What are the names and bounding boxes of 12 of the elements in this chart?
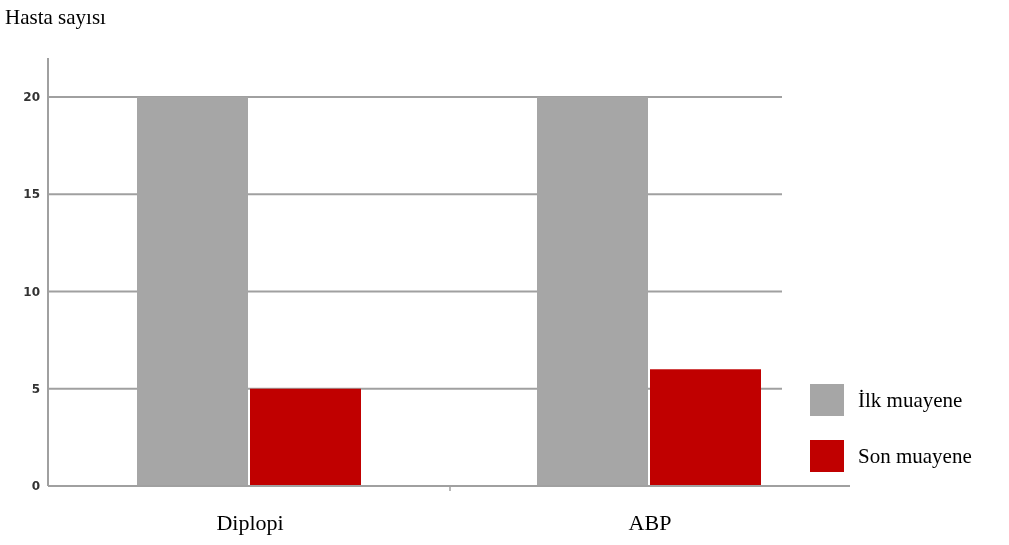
y-tick-label: 15 <box>23 187 40 202</box>
y-tick-label: 5 <box>31 381 40 396</box>
y-tick-label: 10 <box>23 284 40 299</box>
legend-label: İlk muayene <box>858 388 963 413</box>
y-tick-label: 0 <box>31 479 40 494</box>
x-tick-label: ABP <box>628 510 672 535</box>
y-tick-label: 20 <box>23 90 40 105</box>
bar <box>250 388 361 486</box>
x-tick-label: Diplopi <box>216 510 284 535</box>
bar <box>650 369 761 486</box>
y-axis-title: Hasta sayısı <box>5 5 107 29</box>
legend-label: Son muayene <box>858 444 972 469</box>
